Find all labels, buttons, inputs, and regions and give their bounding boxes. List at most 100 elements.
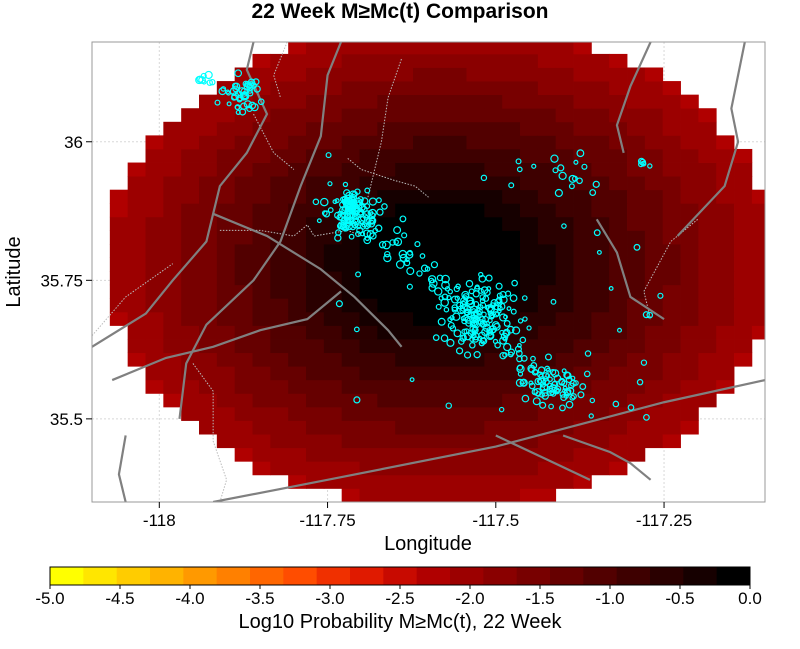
- heatmap-cell: [555, 121, 574, 136]
- heatmap-cell: [573, 121, 592, 136]
- heatmap-cell: [181, 203, 200, 218]
- heatmap-cell: [591, 393, 610, 408]
- heatmap-cell: [698, 216, 717, 231]
- heatmap-cell: [395, 352, 414, 367]
- heatmap-cell: [751, 189, 765, 204]
- event-marker: [561, 223, 567, 229]
- chart-title: 22 Week M≥Mc(t) Comparison: [251, 0, 548, 23]
- heatmap-cell: [145, 216, 164, 231]
- heatmap-cell: [680, 189, 699, 204]
- event-marker: [343, 198, 351, 206]
- heatmap-cell: [680, 244, 699, 258]
- heatmap-cell: [163, 135, 182, 150]
- heatmap-cell: [395, 434, 414, 449]
- heatmap-cell: [306, 298, 325, 313]
- event-marker: [235, 109, 241, 116]
- heatmap-cell: [627, 339, 646, 354]
- event-marker: [476, 310, 482, 316]
- heatmap-cell: [341, 271, 360, 286]
- heatmap-cell: [555, 339, 574, 354]
- heatmap-cell: [216, 176, 236, 191]
- heatmap-cell: [520, 420, 539, 435]
- event-marker: [344, 205, 352, 213]
- fault-line: [615, 42, 652, 154]
- event-marker: [334, 229, 342, 236]
- heatmap-cell: [288, 393, 307, 408]
- heatmap-cell: [181, 216, 200, 231]
- event-marker: [458, 338, 465, 345]
- heatmap-cell: [591, 176, 610, 191]
- colorbar-swatch: [716, 567, 751, 585]
- colorbar-tick-label: -3.5: [245, 589, 274, 608]
- heatmap-cell: [430, 135, 450, 150]
- heatmap-cell: [359, 366, 378, 381]
- heatmap-cell: [234, 176, 253, 191]
- heatmap-cell: [145, 352, 164, 367]
- heatmap-cell: [395, 94, 414, 109]
- heatmap-cell: [555, 311, 574, 326]
- heatmap-cell: [181, 108, 200, 123]
- event-marker: [348, 233, 355, 240]
- event-marker: [568, 183, 575, 190]
- heatmap-cell: [288, 447, 307, 462]
- heatmap-cell: [288, 162, 307, 177]
- heatmap-cell: [270, 108, 289, 123]
- event-marker: [473, 351, 481, 359]
- heatmap-cell: [502, 474, 521, 489]
- event-marker: [528, 380, 534, 386]
- heatmap-cell: [288, 271, 307, 286]
- heatmap-cell: [520, 148, 539, 163]
- heatmap-cell: [466, 189, 485, 204]
- heatmap-cell: [145, 162, 164, 177]
- heatmap-cell: [502, 420, 521, 435]
- heatmap-cell: [413, 298, 432, 313]
- colorbar-tick-label: 0.0: [738, 589, 762, 608]
- heatmap-cell: [644, 189, 664, 204]
- heatmap-cell: [181, 257, 200, 272]
- heatmap-cell: [537, 94, 557, 109]
- heatmap-cell: [252, 67, 271, 82]
- heatmap-cell: [555, 148, 574, 163]
- y-tick-label: 35.75: [40, 271, 83, 290]
- heatmap-cell: [627, 203, 646, 218]
- heatmap-cell: [252, 420, 271, 435]
- event-marker: [640, 160, 647, 167]
- event-marker: [510, 308, 517, 315]
- heatmap-cell: [751, 216, 765, 231]
- heatmap-cell: [555, 474, 574, 489]
- event-marker: [485, 331, 495, 340]
- heatmap-cell: [573, 189, 592, 204]
- probability-heatmap: [109, 42, 765, 502]
- heatmap-cell: [288, 298, 307, 313]
- heatmap-cell: [341, 108, 360, 123]
- heatmap-cell: [716, 366, 735, 381]
- heatmap-cell: [395, 420, 414, 435]
- heatmap-cell: [395, 298, 414, 313]
- event-marker: [354, 188, 361, 195]
- event-marker: [469, 342, 476, 349]
- event-marker: [325, 152, 332, 159]
- heatmap-cell: [537, 67, 557, 82]
- heatmap-cell: [199, 298, 218, 313]
- heatmap-cell: [430, 352, 450, 367]
- event-marker: [646, 311, 654, 319]
- heatmap-cell: [323, 406, 343, 421]
- event-marker: [608, 286, 614, 291]
- heatmap-cell: [199, 216, 218, 231]
- event-marker: [554, 188, 563, 198]
- heatmap-cell: [502, 216, 521, 231]
- event-marker: [359, 220, 365, 226]
- heatmap-cell: [484, 352, 503, 367]
- heatmap-cell: [270, 298, 289, 313]
- heatmap-cell: [377, 271, 396, 286]
- heatmap-cell: [448, 271, 467, 286]
- heatmap-cell: [591, 108, 610, 123]
- heatmap-cell: [216, 366, 236, 381]
- heatmap-cell: [734, 352, 753, 367]
- event-marker: [531, 368, 539, 376]
- heatmap-cell: [359, 474, 378, 489]
- heatmap-cell: [520, 81, 539, 96]
- event-marker: [568, 382, 575, 389]
- heatmap-cell: [537, 339, 557, 354]
- heatmap-cell: [591, 121, 610, 136]
